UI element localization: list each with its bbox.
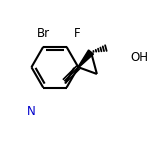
Text: Br: Br — [37, 27, 50, 40]
Text: F: F — [74, 27, 81, 40]
Text: OH: OH — [130, 51, 148, 64]
Polygon shape — [78, 50, 93, 67]
Text: N: N — [27, 105, 36, 117]
